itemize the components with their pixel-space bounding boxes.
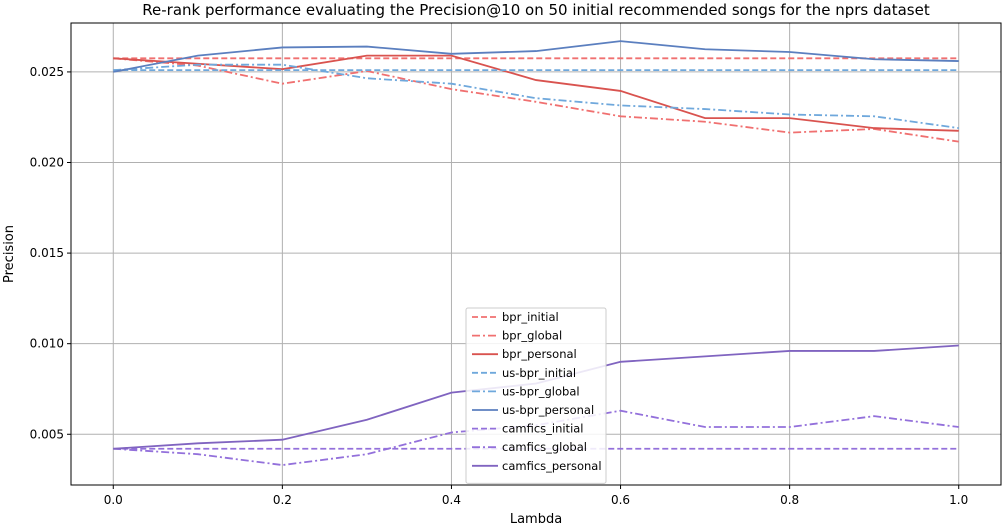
x-tick-label: 0.2: [273, 493, 292, 507]
legend-label-bpr_initial: bpr_initial: [502, 310, 559, 324]
legend-box: [465, 307, 607, 484]
x-tick-label: 1.0: [949, 493, 968, 507]
plot-frame: [70, 22, 1002, 486]
legend-label-camfics_global: camfics_global: [502, 440, 587, 454]
chart-title: Re-rank performance evaluating the Preci…: [142, 1, 930, 19]
x-tick-label: 0.4: [442, 493, 461, 507]
y-tick-label: 0.010: [30, 337, 64, 351]
legend-label-us-bpr_personal: us-bpr_personal: [502, 403, 594, 417]
series-line-bpr_personal: [113, 54, 959, 132]
legend-label-bpr_global: bpr_global: [502, 329, 562, 343]
legend-label-camfics_initial: camfics_initial: [502, 422, 584, 436]
x-axis-label: Lambda: [510, 512, 562, 524]
series-line-us-bpr_personal: [113, 40, 959, 73]
legend-label-camfics_personal: camfics_personal: [502, 459, 602, 473]
legend-label-us-bpr_initial: us-bpr_initial: [502, 366, 576, 380]
x-tick-label: 0.8: [780, 493, 799, 507]
y-tick-label: 0.025: [30, 65, 64, 79]
x-axis-ticks: 0.0 0.2 0.4 0.6 0.8 1.0: [104, 485, 968, 507]
y-tick-label: 0.005: [30, 427, 64, 441]
y-tick-label: 0.015: [30, 246, 64, 260]
legend-label-bpr_personal: bpr_personal: [502, 347, 577, 361]
x-tick-label: 0.6: [611, 493, 630, 507]
x-tick-label: 0.0: [104, 493, 123, 507]
legend-label-us-bpr_global: us-bpr_global: [502, 384, 580, 398]
series-line-us-bpr_global: [113, 63, 959, 129]
y-axis-ticks: 0.005 0.010 0.015 0.020 0.025: [30, 65, 71, 441]
legend: bpr_initial bpr_global bpr_personal us-bpr_…: [465, 307, 607, 484]
series-line-bpr_global: [113, 57, 959, 143]
y-tick-label: 0.020: [30, 156, 64, 170]
y-axis-label: Precision: [2, 225, 17, 283]
